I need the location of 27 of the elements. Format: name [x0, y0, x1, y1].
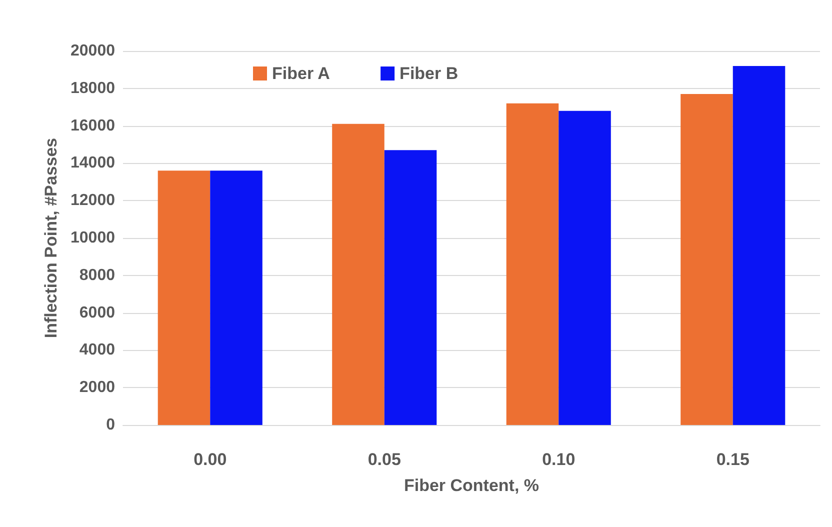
y-tick-label: 2000 — [79, 379, 116, 396]
y-tick-label: 12000 — [70, 192, 116, 210]
legend-label: Fiber A — [272, 64, 330, 83]
legend-label: Fiber B — [400, 64, 458, 83]
y-tick-label: 8000 — [79, 266, 116, 284]
bar — [558, 110, 611, 425]
bar — [158, 170, 210, 425]
bar — [332, 124, 384, 425]
x-tick-label: 0.15 — [716, 450, 750, 469]
x-tick-label: 0.10 — [542, 450, 576, 469]
bar — [680, 94, 733, 425]
bar — [506, 103, 559, 425]
y-tick-label: 0 — [106, 416, 116, 434]
y-tick-label: 6000 — [79, 304, 116, 322]
y-tick-label: 10000 — [70, 230, 116, 246]
y-tick-label: 18000 — [70, 80, 116, 97]
y-tick-label: 16000 — [70, 117, 116, 134]
bar — [384, 150, 437, 425]
x-tick-label: 0.05 — [368, 450, 401, 469]
x-tick-label: 0.00 — [194, 450, 227, 469]
y-axis-title: Inflection Point, #Passes — [42, 138, 61, 338]
y-tick-label: 4000 — [79, 342, 116, 359]
x-axis-title: Fiber Content, % — [404, 476, 540, 495]
y-tick-label: 14000 — [70, 154, 116, 172]
y-tick-label: 20000 — [70, 42, 116, 60]
bar — [732, 66, 786, 425]
bar — [210, 170, 262, 425]
